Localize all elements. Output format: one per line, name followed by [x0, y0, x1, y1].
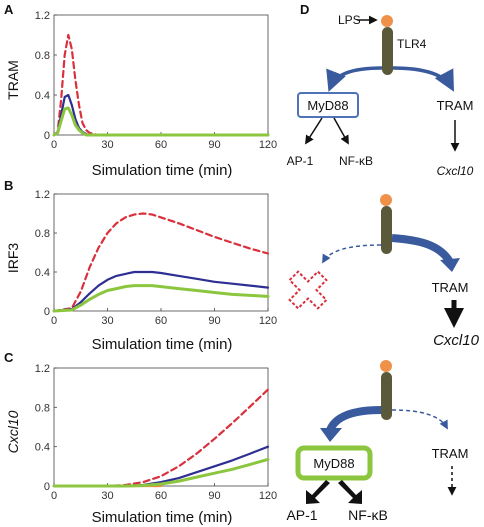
d3-arrow-thick-left-head [320, 428, 342, 442]
d1-cxcl10-label: Cxcl10 [437, 164, 474, 178]
chart-c-xtick-label: 120 [259, 490, 277, 502]
d2-cross-icon [288, 270, 328, 310]
chart-a-xtick-label: 120 [259, 139, 277, 151]
diagram-d2: TRAM Cxcl10 [288, 194, 480, 349]
chart-b-irf3: 0 30 60 90 120 0 0.4 0.8 1.2 [35, 189, 277, 327]
d2-cxcl10-label: Cxcl10 [433, 332, 480, 349]
chart-c-xtick-label: 60 [155, 490, 167, 502]
d1-ap1-label: AP-1 [287, 154, 314, 168]
chart-a-series-1-line [52, 93, 270, 137]
d3-arrow-nfkb [338, 480, 362, 504]
chart-a-xtick-label: 0 [51, 139, 57, 151]
chart-a-xtick-label: 90 [208, 139, 220, 151]
d3-arrow-dashed-right [391, 409, 448, 430]
chart-b-xtick-label: 30 [101, 315, 113, 327]
chart-b-xtick-label: 90 [208, 315, 220, 327]
d1-arrow-nfkb [333, 117, 349, 145]
chart-c-ytick-label: 1.2 [35, 363, 50, 375]
chart-a-ytick-label: 0.8 [35, 50, 50, 62]
panel-letter-b: B [4, 178, 13, 193]
d3-nfkb-label: NF-κB [348, 507, 388, 523]
chart-a-ytick-label: 0.4 [35, 90, 50, 102]
chart-a-frame [53, 14, 269, 136]
d1-arrow-ap1 [305, 117, 323, 145]
chart-c-series-1-line [52, 388, 270, 488]
d2-arrow-thick-right [391, 234, 454, 265]
chart-b-ytick-label: 0.8 [35, 228, 50, 240]
d1-tlr4-label: TLR4 [397, 37, 427, 51]
d1-nfkb-label: NF-κB [339, 154, 373, 168]
d1-myd88-label: MyD88 [307, 98, 348, 113]
chart-b-series-0-line [52, 212, 270, 313]
d1-myd88-box [297, 92, 359, 118]
chart-c-cxcl10: 0 30 60 90 120 0 0.4 0.8 1.2 [35, 363, 277, 502]
d1-lps-ligand [381, 15, 393, 27]
chart-b-ytick-label: 0 [44, 306, 50, 318]
d1-lps-label: LPS [338, 13, 361, 27]
chart-c-xlabel: Simulation time (min) [92, 509, 233, 526]
d3-arrow-ap1 [306, 480, 330, 504]
d3-arrow-thick-left [326, 406, 382, 432]
d3-myd88-label: MyD88 [313, 456, 354, 471]
chart-a-ytick-label: 0 [44, 130, 50, 142]
d1-tram-label: TRAM [437, 98, 474, 113]
diagram-d3: MyD88 TRAM AP-1 NF-κB [286, 360, 468, 523]
chart-c-ytick-label: 0.8 [35, 402, 50, 414]
chart-a-xlabel: Simulation time (min) [92, 162, 233, 179]
d2-tram-label: TRAM [432, 280, 469, 295]
d1-tlr4-receptor [382, 27, 393, 75]
panel-letter-a: A [4, 2, 14, 17]
d2-arrow-thick-right-head [440, 258, 460, 272]
d3-ap1-label: AP-1 [286, 507, 317, 523]
chart-a-ylabel: TRAM [5, 60, 21, 100]
d2-tlr4-receptor [381, 206, 392, 254]
chart-c-ylabel: Cxcl10 [5, 410, 21, 453]
d3-tram-label: TRAM [432, 446, 469, 461]
chart-a-xtick-label: 60 [155, 139, 167, 151]
chart-c-ytick-label: 0 [44, 481, 50, 493]
chart-b-ytick-label: 1.2 [35, 189, 50, 201]
chart-a-series-0-line [52, 33, 270, 137]
d3-tlr4-receptor [381, 372, 392, 420]
chart-c-ytick-label: 0.4 [35, 442, 50, 454]
chart-a-xtick-label: 30 [101, 139, 113, 151]
chart-b-ylabel: IRF3 [5, 243, 21, 274]
chart-b-ytick-label: 0.4 [35, 267, 50, 279]
d3-myd88-box [295, 445, 373, 481]
panel-letter-d: D [300, 2, 309, 17]
chart-b-xtick-label: 0 [51, 315, 57, 327]
chart-c-xtick-label: 0 [51, 490, 57, 502]
d1-arrow-to-myd88 [326, 66, 383, 92]
chart-a-series-2-line [52, 106, 270, 137]
chart-a-tram: 0 30 60 90 120 0 0.4 0.8 1.2 [35, 10, 277, 151]
diagram-d1: LPS TLR4 MyD88 TRAM AP-1 NF-κB Cxcl10 [287, 13, 474, 178]
d2-lps-ligand [380, 194, 392, 206]
d2-arrow-dashed-left [322, 244, 382, 264]
chart-a-ytick-label: 1.2 [35, 10, 50, 22]
chart-c-series-3-line [52, 457, 270, 488]
chart-b-xtick-label: 120 [259, 315, 277, 327]
chart-c-xtick-label: 90 [208, 490, 220, 502]
chart-c-xtick-label: 30 [101, 490, 113, 502]
chart-b-series-1-line [52, 270, 270, 313]
chart-b-xlabel: Simulation time (min) [92, 336, 233, 353]
chart-b-xtick-label: 60 [155, 315, 167, 327]
chart-c-series-2-line [52, 445, 270, 488]
d3-lps-ligand [380, 360, 392, 372]
panel-letter-c: C [4, 350, 14, 365]
d1-arrow-to-tram [392, 66, 454, 92]
chart-b-series-2-line [52, 284, 270, 313]
